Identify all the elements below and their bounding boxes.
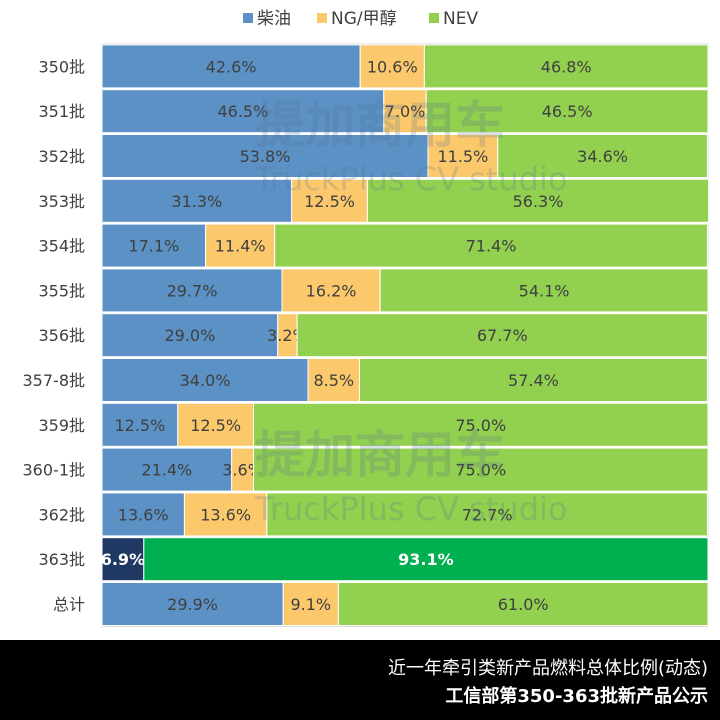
- bar-segment: [101, 492, 185, 537]
- watermark-brand: 提加商用车: [255, 96, 505, 154]
- category-label: 355批: [38, 281, 85, 300]
- legend-label: NG/甲醇: [331, 9, 397, 29]
- data-label: 12.5%: [190, 416, 241, 435]
- category-label: 360-1批: [23, 461, 86, 480]
- data-label: 16.2%: [306, 281, 357, 300]
- watermark-sub: TruckPlus CV studio: [254, 160, 567, 198]
- data-label: 46.5%: [217, 102, 268, 121]
- bar-segment: [253, 447, 709, 492]
- bar-segment: [101, 358, 309, 402]
- bar-segment: [253, 402, 709, 447]
- data-label: 53.8%: [240, 147, 291, 166]
- data-label: 54.1%: [519, 281, 570, 300]
- footer-subtitle: 工信部第350-363批新产品公示: [445, 686, 708, 707]
- data-label: 3.6%: [222, 461, 263, 480]
- category-label: 356批: [38, 326, 85, 345]
- bar-segment: [274, 223, 708, 268]
- data-label: 57.4%: [508, 371, 559, 390]
- bar-segment: [425, 89, 709, 134]
- data-label: 21.4%: [141, 461, 192, 480]
- bar-segment: [383, 89, 427, 134]
- data-label: 72.7%: [462, 505, 513, 524]
- bar-segment: [177, 402, 254, 447]
- data-label: 29.9%: [167, 595, 218, 614]
- data-label: 34.6%: [577, 147, 628, 166]
- category-label: 354批: [38, 237, 85, 256]
- category-label: 353批: [38, 192, 85, 211]
- category-label: 351批: [38, 102, 85, 121]
- bar-segment: [379, 268, 709, 313]
- footer-banner: 近一年牵引类新产品燃料总体比例(动态) 工信部第350-363批新产品公示: [0, 640, 720, 720]
- data-label: 29.7%: [167, 281, 218, 300]
- bar-segment: [296, 313, 708, 358]
- bar-segment: [101, 44, 361, 89]
- data-label: 31.3%: [171, 192, 222, 211]
- legend-label: NEV: [443, 9, 478, 29]
- bar-segment: [101, 402, 179, 447]
- bar-segment: [337, 582, 709, 626]
- data-label: 61.0%: [498, 595, 549, 614]
- legend-swatch: [429, 13, 439, 23]
- bar-segment: [101, 537, 145, 582]
- bar-segment: [101, 313, 279, 358]
- data-label: 71.4%: [466, 237, 517, 256]
- bar-segment: [205, 223, 276, 268]
- data-label: 10.6%: [367, 57, 418, 76]
- data-label: 8.5%: [313, 371, 354, 390]
- bar-segment: [101, 223, 207, 268]
- category-label: 350批: [38, 57, 85, 76]
- category-label: 352批: [38, 147, 85, 166]
- data-label: 29.0%: [164, 326, 215, 345]
- bar-segment: [101, 178, 293, 223]
- category-label: 总计: [53, 595, 85, 614]
- fuel-share-chart: 柴油 NG/甲醇 NEV 350批 42.6% 10.6% 46.8% 351批 46.5% 7.…: [23, 9, 710, 627]
- bar-segment: [183, 492, 268, 537]
- bar-segment: [359, 358, 708, 402]
- data-label: 56.3%: [513, 192, 564, 211]
- bar-segment: [427, 134, 499, 178]
- data-label: 12.5%: [114, 416, 165, 435]
- category-label: 362批: [38, 505, 85, 524]
- data-label: 7.0%: [385, 102, 426, 121]
- category-label: 363批: [38, 550, 85, 569]
- data-label: 75.0%: [455, 416, 506, 435]
- data-label: 17.1%: [128, 237, 179, 256]
- bar-segment: [101, 447, 233, 492]
- data-label: 13.6%: [118, 505, 169, 524]
- bar-segment: [291, 178, 368, 223]
- data-label: 46.8%: [541, 57, 592, 76]
- data-label: 93.1%: [398, 550, 454, 569]
- footer-title: 近一年牵引类新产品燃料总体比例(动态): [387, 658, 708, 679]
- data-label: 13.6%: [200, 505, 251, 524]
- bar-segment: [143, 537, 709, 582]
- bar-segment: [497, 134, 708, 178]
- data-label: 11.5%: [437, 147, 488, 166]
- bar-segment: [366, 178, 710, 223]
- watermark-sub: TruckPlus CV studio: [254, 490, 567, 528]
- data-label: 9.1%: [290, 595, 331, 614]
- bar-segment: [281, 268, 381, 313]
- category-label: 359批: [38, 416, 85, 435]
- bar-segment: [101, 89, 385, 134]
- legend-swatch: [317, 13, 327, 23]
- bar-segment: [101, 134, 429, 178]
- watermark-brand: 提加商用车: [255, 426, 505, 484]
- bar-segment: [423, 44, 709, 89]
- data-label: 42.6%: [206, 57, 257, 76]
- bar-segment: [282, 582, 339, 626]
- data-label: 12.5%: [304, 192, 355, 211]
- bar-segment: [359, 44, 425, 89]
- category-label: 357-8批: [23, 371, 86, 390]
- legend-label: 柴油: [257, 9, 291, 29]
- data-label: 75.0%: [455, 461, 506, 480]
- bar-segment: [266, 492, 708, 537]
- bar-segment: [101, 582, 284, 626]
- data-label: 6.9%: [101, 550, 145, 569]
- legend-swatch: [243, 13, 253, 23]
- data-label: 67.7%: [477, 326, 528, 345]
- data-label: 34.0%: [180, 371, 231, 390]
- data-label: 11.4%: [215, 237, 266, 256]
- data-label: 46.5%: [542, 102, 593, 121]
- bar-segment: [101, 268, 283, 313]
